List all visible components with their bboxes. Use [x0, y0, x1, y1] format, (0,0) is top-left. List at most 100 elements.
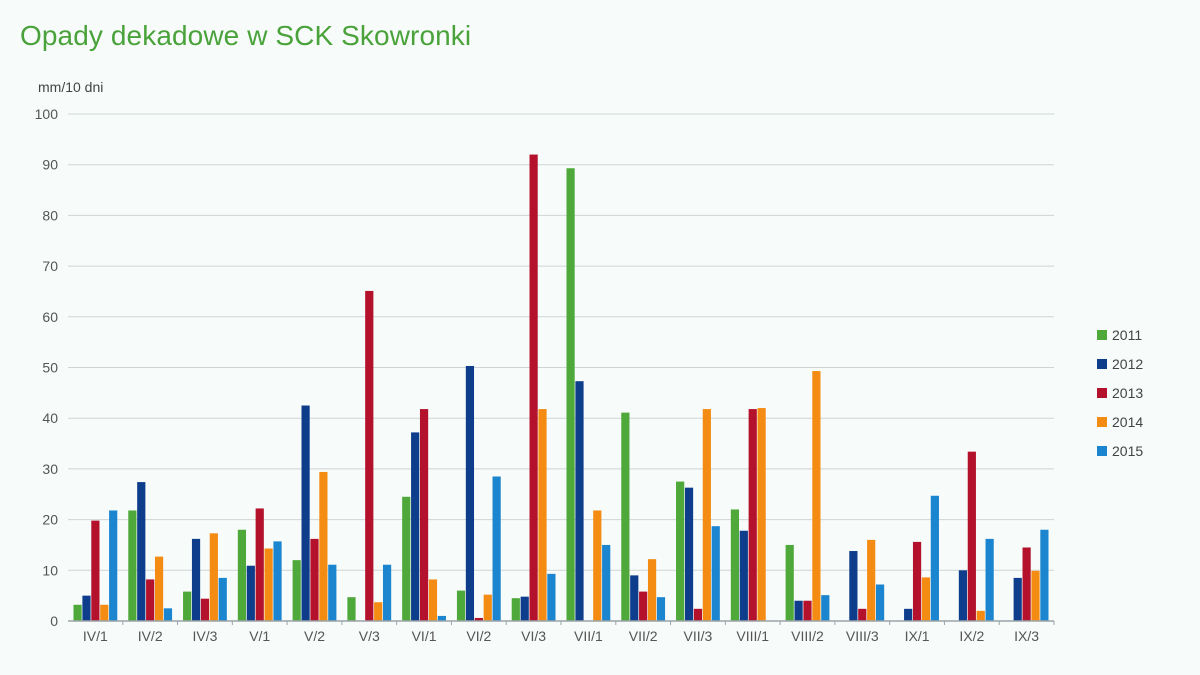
y-tick-label: 70	[42, 258, 58, 274]
legend-swatch-2015	[1097, 446, 1107, 456]
bar-2011-VI-3	[511, 598, 520, 621]
bar-2015-VII-1	[602, 544, 611, 621]
bar-2015-V-3	[382, 564, 392, 621]
x-tick-label: VII/3	[684, 628, 713, 644]
bar-2011-V-1	[237, 529, 247, 621]
bar-2014-V-3	[374, 602, 383, 621]
bar-2014-IV-1	[100, 604, 109, 621]
legend: 2011 2012 2013 2014 2015	[1097, 327, 1143, 459]
bar-2014-VII-3	[702, 409, 711, 621]
bar-2012-IV-2	[137, 482, 146, 621]
x-tick-label: IX/2	[959, 628, 984, 644]
bar-2015-IV-3	[218, 577, 227, 621]
bar-2011-IV-2	[128, 510, 137, 621]
bar-2011-IV-1	[73, 604, 82, 621]
bar-2012-VIII-3	[849, 551, 858, 621]
bar-2013-V-1	[255, 508, 264, 621]
x-tick-label: IV/2	[138, 628, 163, 644]
bar-2014-VI-2	[483, 594, 492, 621]
bar-2015-V-1	[273, 541, 282, 621]
axes: 0 10 20 30 40 50 60 70 80 90 100 IV/1 IV/2 IV/3 V/1 V/2…	[35, 106, 1055, 644]
bar-2012-IV-1	[82, 595, 91, 621]
legend-swatch-2014	[1097, 417, 1107, 427]
y-tick-label: 80	[42, 207, 58, 223]
bar-2013-VIII-2	[803, 600, 812, 621]
bar-2015-VI-3	[547, 573, 556, 621]
y-tick-label: 50	[42, 360, 58, 376]
bar-2013-VII-3	[693, 608, 703, 621]
bar-2012-IX-1	[904, 608, 913, 621]
x-tick-label: IV/3	[192, 628, 217, 644]
bar-2015-VI-1	[437, 615, 446, 621]
legend-label-2015: 2015	[1112, 443, 1143, 459]
y-tick-label: 20	[42, 512, 58, 528]
bar-2014-VI-1	[428, 579, 438, 621]
bar-2015-VIII-3	[875, 584, 885, 621]
x-tick-label: IV/1	[83, 628, 108, 644]
bar-2011-IV-3	[183, 591, 192, 621]
bar-2011-VI-1	[402, 496, 411, 621]
y-tick-label: 10	[42, 562, 58, 578]
bar-2014-VI-3	[538, 409, 547, 621]
bar-2013-IX-3	[1022, 547, 1031, 621]
bar-2013-V-2	[310, 538, 319, 621]
bar-2011-V-2	[292, 560, 301, 621]
bar-2012-IX-2	[958, 570, 968, 621]
bar-2012-V-2	[301, 405, 310, 621]
x-tick-label: IX/3	[1014, 628, 1039, 644]
bar-2015-IV-2	[163, 608, 173, 621]
x-tick-label: VIII/3	[846, 628, 879, 644]
bar-2013-VII-2	[639, 591, 648, 621]
bar-2011-VII-3	[676, 481, 685, 621]
y-tick-label: 0	[50, 613, 58, 629]
bar-2015-IX-2	[985, 538, 994, 621]
bar-2011-VII-2	[621, 412, 630, 621]
bar-2014-VII-2	[647, 559, 657, 621]
bar-2012-VII-3	[684, 487, 694, 621]
y-tick-label: 60	[42, 309, 58, 325]
legend-label-2014: 2014	[1112, 414, 1143, 430]
y-tick-label: 90	[42, 157, 58, 173]
bar-2012-VII-1	[575, 381, 584, 621]
bar-2013-IV-3	[200, 598, 210, 621]
bar-2014-IV-3	[209, 533, 218, 621]
bar-2012-VII-2	[630, 575, 639, 621]
y-tick-label: 40	[42, 410, 58, 426]
bar-2014-IX-1	[921, 577, 931, 621]
bar-2011-VIII-2	[785, 544, 794, 621]
bar-2014-IV-2	[154, 556, 164, 621]
x-tick-label: VIII/2	[791, 628, 824, 644]
bar-2015-IX-3	[1040, 529, 1049, 621]
bar-2015-IX-1	[930, 495, 939, 621]
bar-2014-IX-2	[976, 610, 985, 621]
bar-2014-VIII-3	[867, 539, 876, 621]
legend-swatch-2011	[1097, 330, 1107, 340]
bar-2013-VI-2	[474, 617, 483, 621]
legend-label-2012: 2012	[1112, 356, 1143, 372]
x-tick-label: VII/2	[629, 628, 658, 644]
bar-2012-VI-2	[465, 365, 475, 621]
bar-2012-IV-3	[191, 538, 201, 621]
y-axis-unit-label: mm/10 dni	[38, 79, 103, 95]
y-tick-label: 100	[35, 106, 59, 122]
bar-2015-V-2	[328, 564, 337, 621]
bar-2014-VIII-1	[757, 408, 766, 621]
bar-2011-VIII-1	[730, 509, 740, 621]
bar-2012-VIII-2	[794, 600, 803, 621]
legend-label-2011: 2011	[1112, 327, 1142, 343]
x-tick-label: VI/3	[521, 628, 546, 644]
bar-2012-VIII-1	[739, 530, 748, 621]
bar-2013-IV-2	[146, 579, 155, 621]
bar-2013-VIII-1	[748, 409, 757, 621]
bar-2014-VII-1	[593, 510, 602, 621]
legend-swatch-2013	[1097, 388, 1107, 398]
x-tick-label: VII/1	[574, 628, 603, 644]
chart-title: Opady dekadowe w SCK Skowronki	[20, 20, 472, 51]
x-tick-label: VI/2	[466, 628, 491, 644]
bar-2013-VI-3	[529, 154, 538, 621]
bar-2013-IV-1	[91, 520, 100, 621]
bar-2013-VI-1	[419, 409, 429, 621]
bar-2014-VIII-2	[812, 371, 821, 621]
bar-2015-IV-1	[109, 510, 118, 621]
